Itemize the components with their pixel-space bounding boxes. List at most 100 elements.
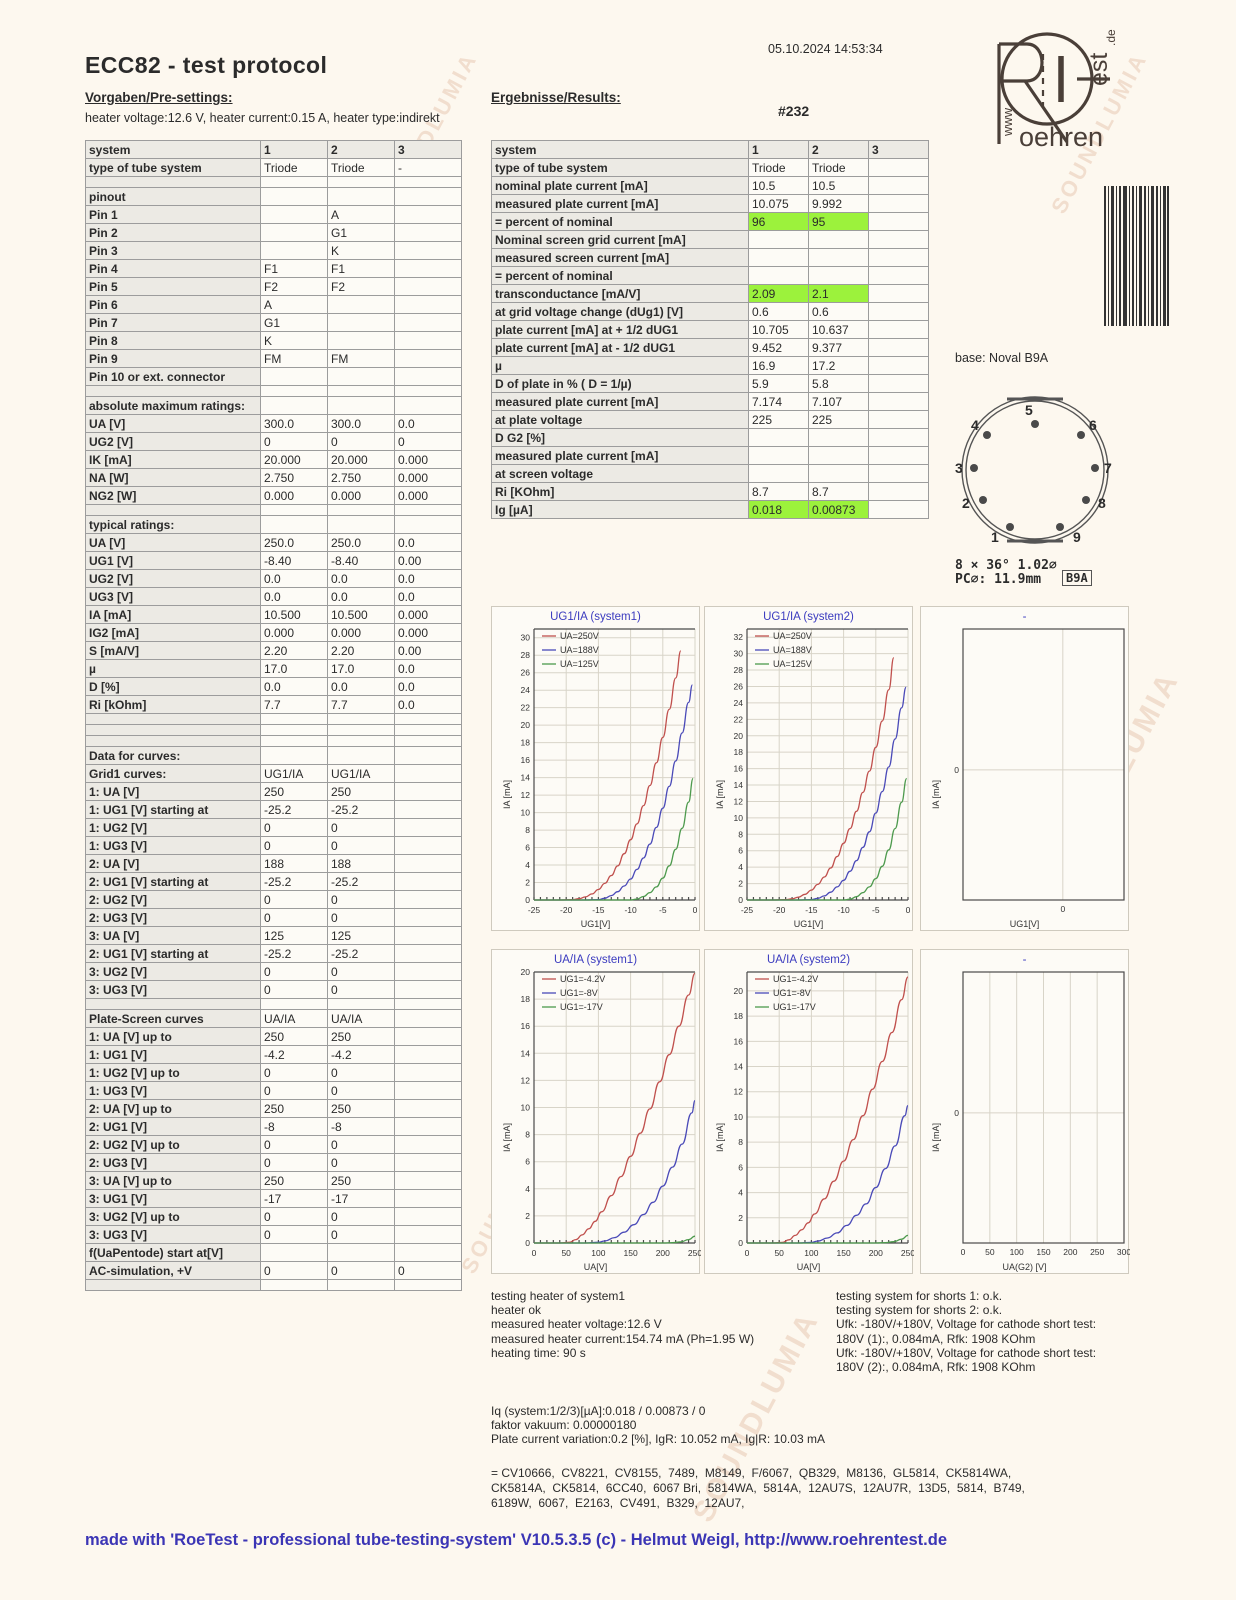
table-cell xyxy=(85,998,261,1010)
svg-text:200: 200 xyxy=(656,1248,670,1258)
row-value-system3 xyxy=(868,176,929,195)
row-label: Pin 1 xyxy=(85,205,261,224)
row-value-system2: 10.5 xyxy=(808,176,869,195)
row-value-system3 xyxy=(394,908,462,927)
row-label: = percent of nominal xyxy=(491,212,749,231)
row-label: UG2 [V] xyxy=(85,432,261,451)
row-label: Data for curves: xyxy=(85,746,261,765)
chart-legend-entry: UA=250V xyxy=(773,631,812,641)
row-value-system1: -8.40 xyxy=(260,551,328,570)
row-value-system2: UG1/IA xyxy=(327,764,395,783)
socket-spec-angle: 8 × 36° 1.02⌀ xyxy=(955,558,1057,573)
row-value-system1 xyxy=(748,464,809,483)
row-value-system3 xyxy=(394,746,462,765)
row-value-system2: 0 xyxy=(327,818,395,837)
row-label: pinout xyxy=(85,187,261,206)
row-value-system2 xyxy=(327,187,395,206)
table-cell xyxy=(85,713,261,725)
row-label: Pin 4 xyxy=(85,259,261,278)
svg-text:150: 150 xyxy=(624,1248,638,1258)
row-label: 1: UG2 [V] up to xyxy=(85,1063,261,1082)
row-value-system2: 250 xyxy=(327,782,395,801)
row-label: D [%] xyxy=(85,677,261,696)
row-value-system1 xyxy=(748,446,809,465)
row-value-system1: 1 xyxy=(260,140,328,159)
row-value-system3 xyxy=(394,1153,462,1172)
table-row: Pin 4 F1 F1 xyxy=(85,259,462,278)
row-value-system2: -4.2 xyxy=(327,1045,395,1064)
row-value-system3 xyxy=(394,331,462,350)
row-value-system2: 0.0 xyxy=(327,569,395,588)
svg-text:32: 32 xyxy=(734,632,744,642)
row-value-system1: 0.0 xyxy=(260,569,328,588)
row-value-system2: 188 xyxy=(327,854,395,873)
svg-text:200: 200 xyxy=(1063,1247,1077,1257)
row-value-system2: 2.20 xyxy=(327,641,395,660)
table-row: NA [W] 2.750 2.750 0.000 xyxy=(85,468,462,487)
row-value-system1: 0 xyxy=(260,1063,328,1082)
row-value-system3 xyxy=(394,1225,462,1244)
table-row: Plate-Screen curves UA/IA UA/IA xyxy=(85,1009,462,1028)
row-value-system3: 0.000 xyxy=(394,605,462,624)
table-row: D of plate in % ( D = 1/µ) 5.9 5.8 xyxy=(491,374,929,393)
results-heading: Ergebnisse/Results: xyxy=(491,90,621,105)
table-cell xyxy=(327,385,395,397)
row-value-system3 xyxy=(394,1027,462,1046)
svg-text:6: 6 xyxy=(525,843,530,853)
table-row: Nominal screen grid current [mA] xyxy=(491,230,929,249)
chart-x-axis-label: UA[V] xyxy=(583,1262,608,1272)
table-row: 1: UG3 [V] 0 0 xyxy=(85,1081,462,1100)
row-value-system1: 250 xyxy=(260,1099,328,1118)
chart-title: UG1/IA (system2) xyxy=(763,611,854,623)
svg-text:14: 14 xyxy=(734,1062,744,1072)
table-row: 3: UA [V] up to 250 250 xyxy=(85,1171,462,1190)
row-value-system1: 0 xyxy=(260,1207,328,1226)
row-label: 2: UG2 [V] up to xyxy=(85,1135,261,1154)
roehrentest-logo: oehren www. est .de xyxy=(965,24,1140,154)
socket-base-badge: B9A xyxy=(1062,570,1092,586)
presettings-heading: Vorgaben/Pre-settings: xyxy=(85,90,233,105)
row-value-system2: -25.2 xyxy=(327,800,395,819)
svg-text:6: 6 xyxy=(738,1162,743,1172)
chart-series-line xyxy=(533,972,696,1244)
table-row: Ig [µA] 0.018 0.00873 xyxy=(491,500,929,519)
svg-text:0: 0 xyxy=(745,1248,750,1258)
chart-series-line xyxy=(533,777,694,901)
results-table-body: system 1 2 3 type of tube system Triode Triode… xyxy=(491,140,929,519)
svg-text:20: 20 xyxy=(734,986,744,996)
svg-text:50: 50 xyxy=(561,1248,571,1258)
row-value-system3 xyxy=(394,1063,462,1082)
row-value-system2: Triode xyxy=(327,158,395,177)
footer-credit: made with 'RoeTest - professional tube-t… xyxy=(85,1531,948,1549)
chart-2: UG1/IA (system2) UG1[V] IA [mA] 0 2 4 6 8 10 12 14… xyxy=(704,606,913,931)
chart-series-line xyxy=(533,1235,696,1244)
row-value-system2: 0.000 xyxy=(327,623,395,642)
row-value-system3 xyxy=(394,872,462,891)
row-label: UA [V] xyxy=(85,414,261,433)
row-label: 3: UG2 [V] up to xyxy=(85,1207,261,1226)
table-row: Pin 10 or ext. connector xyxy=(85,367,462,386)
svg-text:18: 18 xyxy=(734,1011,744,1021)
row-value-system3 xyxy=(394,1045,462,1064)
row-label: IK [mA] xyxy=(85,450,261,469)
row-value-system2: A xyxy=(327,205,395,224)
row-label: 1: UG3 [V] xyxy=(85,1081,261,1100)
table-row: µ 17.0 17.0 0.0 xyxy=(85,659,462,678)
logo-oehren-text: oehren xyxy=(1019,122,1103,152)
results-table: system 1 2 3 type of tube system Triode Triode… xyxy=(491,140,929,519)
row-value-system1: 1 xyxy=(748,140,809,159)
table-row: 1: UA [V] 250 250 xyxy=(85,782,462,801)
row-value-system2: 0 xyxy=(327,1135,395,1154)
row-label: 1: UA [V] up to xyxy=(85,1027,261,1046)
svg-text:-5: -5 xyxy=(659,905,667,915)
row-label: Pin 5 xyxy=(85,277,261,296)
shorts-test-notes: testing system for shorts 1: o.k. testin… xyxy=(836,1289,1097,1375)
svg-text:8: 8 xyxy=(525,825,530,835)
table-row: measured plate current [mA] xyxy=(491,446,929,465)
pin-number-8: 8 xyxy=(1098,495,1106,511)
row-value-system3: 0.00 xyxy=(394,641,462,660)
row-label: 2: UG1 [V] xyxy=(85,1117,261,1136)
row-value-system1: 0 xyxy=(260,1225,328,1244)
table-row: Pin 1 A xyxy=(85,205,462,224)
row-label: µ xyxy=(85,659,261,678)
